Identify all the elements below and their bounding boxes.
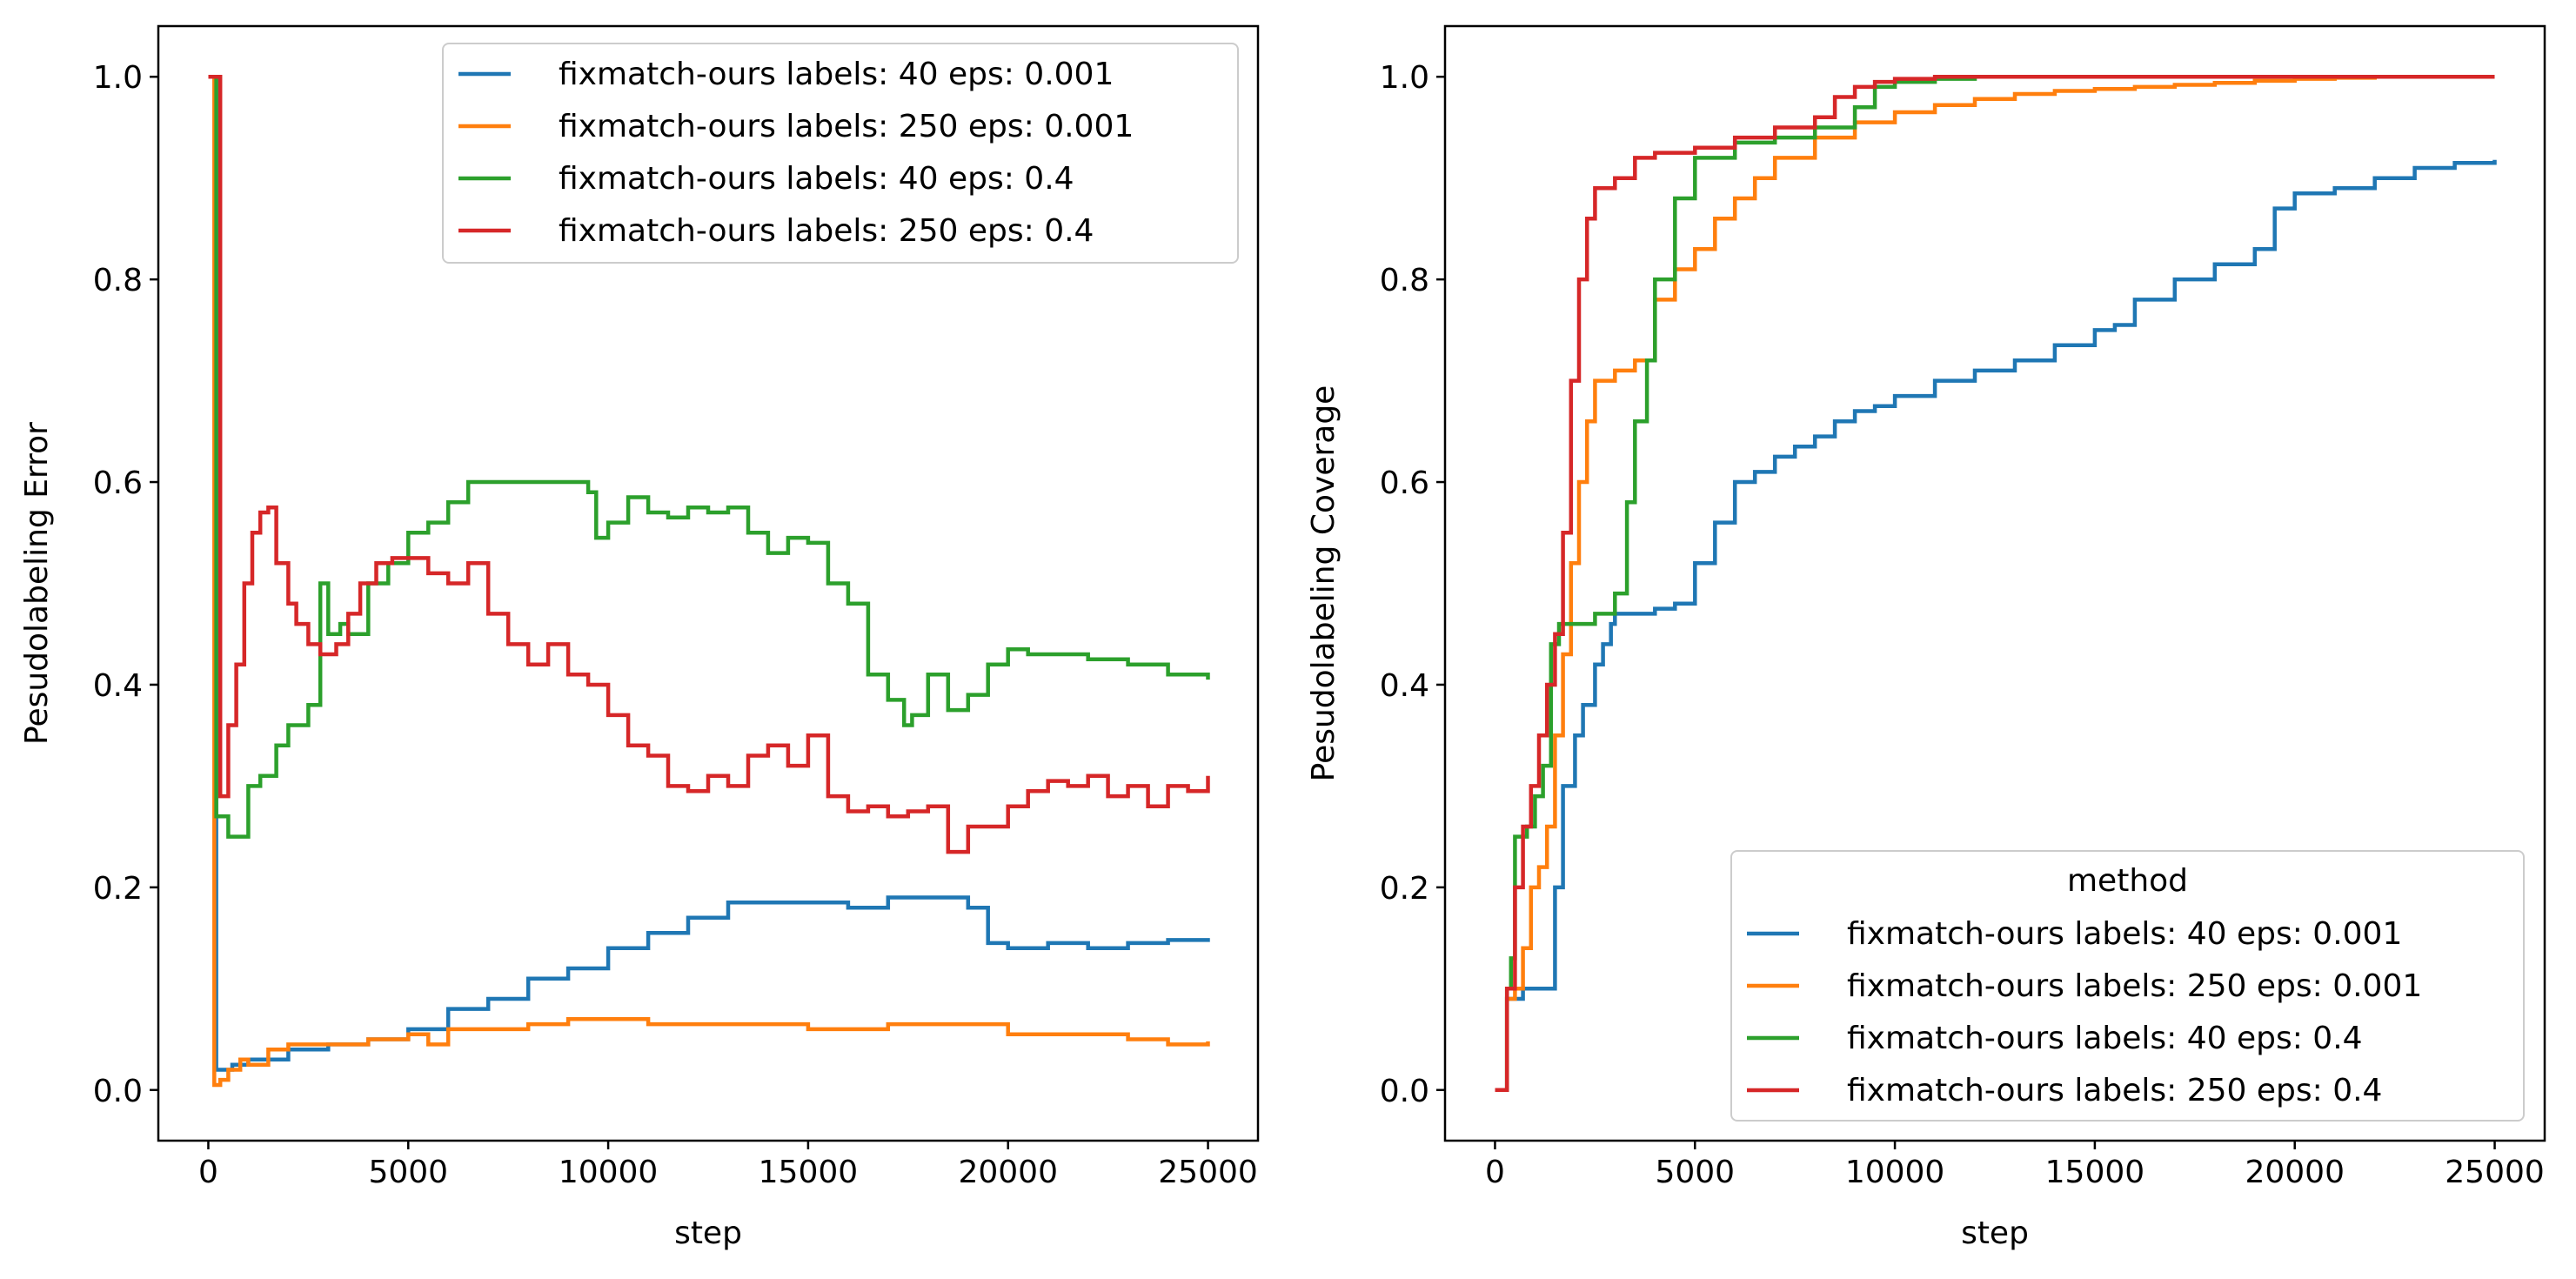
x-tick-label: 15000 [2045, 1155, 2145, 1190]
legend-box [1730, 850, 2525, 1122]
y-tick-label: 0.4 [93, 668, 143, 704]
legend: fixmatch-ours labels: 40 eps: 0.001 fixma… [442, 43, 1239, 264]
legend-label-1: fixmatch-ours labels: 250 eps: 0.001 [559, 109, 1134, 144]
legend-label-0: fixmatch-ours labels: 40 eps: 0.001 [559, 57, 1114, 92]
y-tick-label: 0.4 [1380, 668, 1429, 704]
series-line-0 [1495, 159, 2497, 1093]
series-group [208, 74, 1210, 1088]
x-tick-label: 20000 [2245, 1155, 2345, 1190]
y-tick-label: 0.0 [1380, 1074, 1429, 1109]
legend-label-3: fixmatch-ours labels: 250 eps: 0.4 [1847, 1073, 2382, 1108]
x-axis-label: step [674, 1215, 742, 1251]
legend: method fixmatch-ours labels: 40 eps: 0.00… [1730, 850, 2525, 1122]
x-tick-label: 0 [198, 1155, 218, 1190]
y-tick-label: 1.0 [93, 60, 143, 96]
y-tick-label: 0.8 [93, 263, 143, 298]
y-tick-label: 0.2 [1380, 871, 1429, 907]
x-tick-label: 25000 [1158, 1155, 1258, 1190]
x-tick-label: 15000 [759, 1155, 859, 1190]
x-tick-label: 5000 [1655, 1155, 1735, 1190]
x-tick-label: 5000 [368, 1155, 448, 1190]
legend-label-3: fixmatch-ours labels: 250 eps: 0.4 [559, 213, 1094, 249]
series-group [1495, 74, 2497, 1093]
y-tick-label: 0.6 [1380, 465, 1429, 501]
series-line-1 [208, 74, 1210, 1088]
axes-frame [1443, 24, 2546, 1142]
y-axis-label: Pesudolabeling Coverage [1306, 385, 1342, 782]
x-tick-label: 20000 [958, 1155, 1058, 1190]
x-tick-label: 0 [1485, 1155, 1505, 1190]
legend-label-1: fixmatch-ours labels: 250 eps: 0.001 [1847, 968, 2422, 1004]
y-tick-label: 0.2 [93, 871, 143, 907]
y-tick-label: 0.6 [93, 465, 143, 501]
x-axis-label: step [1961, 1215, 2029, 1251]
series-line-1 [1495, 74, 2495, 1093]
legend-label-2: fixmatch-ours labels: 40 eps: 0.4 [559, 161, 1074, 197]
legend-label-0: fixmatch-ours labels: 40 eps: 0.001 [1847, 916, 2402, 952]
x-tick-label: 25000 [2445, 1155, 2545, 1190]
series-line-2 [208, 74, 1210, 839]
y-tick-label: 0.8 [1380, 263, 1429, 298]
series-line-3 [208, 74, 1210, 854]
legend-title: method [2067, 863, 2188, 899]
x-tick-label: 10000 [1845, 1155, 1945, 1190]
axes-frame [157, 24, 1260, 1142]
right-panel-coverage: 0 5000 10000 15000 20000 25000 0.0 0.2 0.4 0.6 0.8… [1306, 24, 2546, 1251]
legend-label-2: fixmatch-ours labels: 40 eps: 0.4 [1847, 1021, 2363, 1056]
left-panel-error: 0 5000 10000 15000 20000 25000 0.0 0.2 0.4 0.6 0.8… [19, 24, 1260, 1251]
series-line-3 [1495, 74, 2495, 1093]
y-tick-label: 0.0 [93, 1074, 143, 1109]
y-axis-label: Pesudolabeling Error [19, 422, 55, 745]
legend-box [442, 43, 1239, 264]
series-line-0 [208, 74, 1210, 1072]
x-tick-label: 10000 [559, 1155, 659, 1190]
y-tick-label: 1.0 [1380, 60, 1429, 96]
